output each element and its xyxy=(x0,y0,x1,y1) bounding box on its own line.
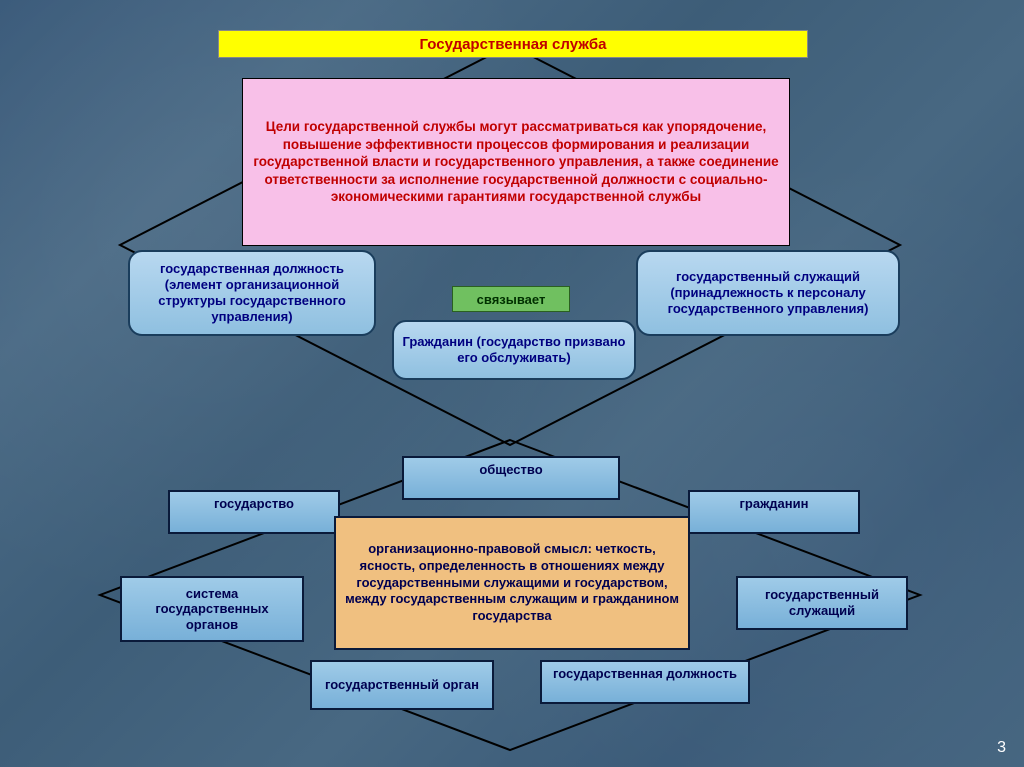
goals-box: Цели государственной службы могут рассма… xyxy=(242,78,790,246)
rect-servant: государственный служащий xyxy=(736,576,908,630)
rect-position: государственная должность xyxy=(540,660,750,704)
rect-state: государство xyxy=(168,490,340,534)
left-position-box: государственная должность (элемент орган… xyxy=(128,250,376,336)
rect-organ: государственный орган xyxy=(310,660,494,710)
connector-label: связывает xyxy=(452,286,570,312)
right-servant-box: государственный служащий (принадлежность… xyxy=(636,250,900,336)
page-number: 3 xyxy=(997,739,1006,757)
rect-citizen: гражданин xyxy=(688,490,860,534)
slide-canvas: Государственная служба Цели государствен… xyxy=(0,0,1024,767)
citizen-box: Гражданин (государство призвано его обсл… xyxy=(392,320,636,380)
orange-meaning-box: организационно-правовой смысл: четкость,… xyxy=(334,516,690,650)
slide-title: Государственная служба xyxy=(218,30,808,58)
rect-society: общество xyxy=(402,456,620,500)
rect-system: система государственных органов xyxy=(120,576,304,642)
